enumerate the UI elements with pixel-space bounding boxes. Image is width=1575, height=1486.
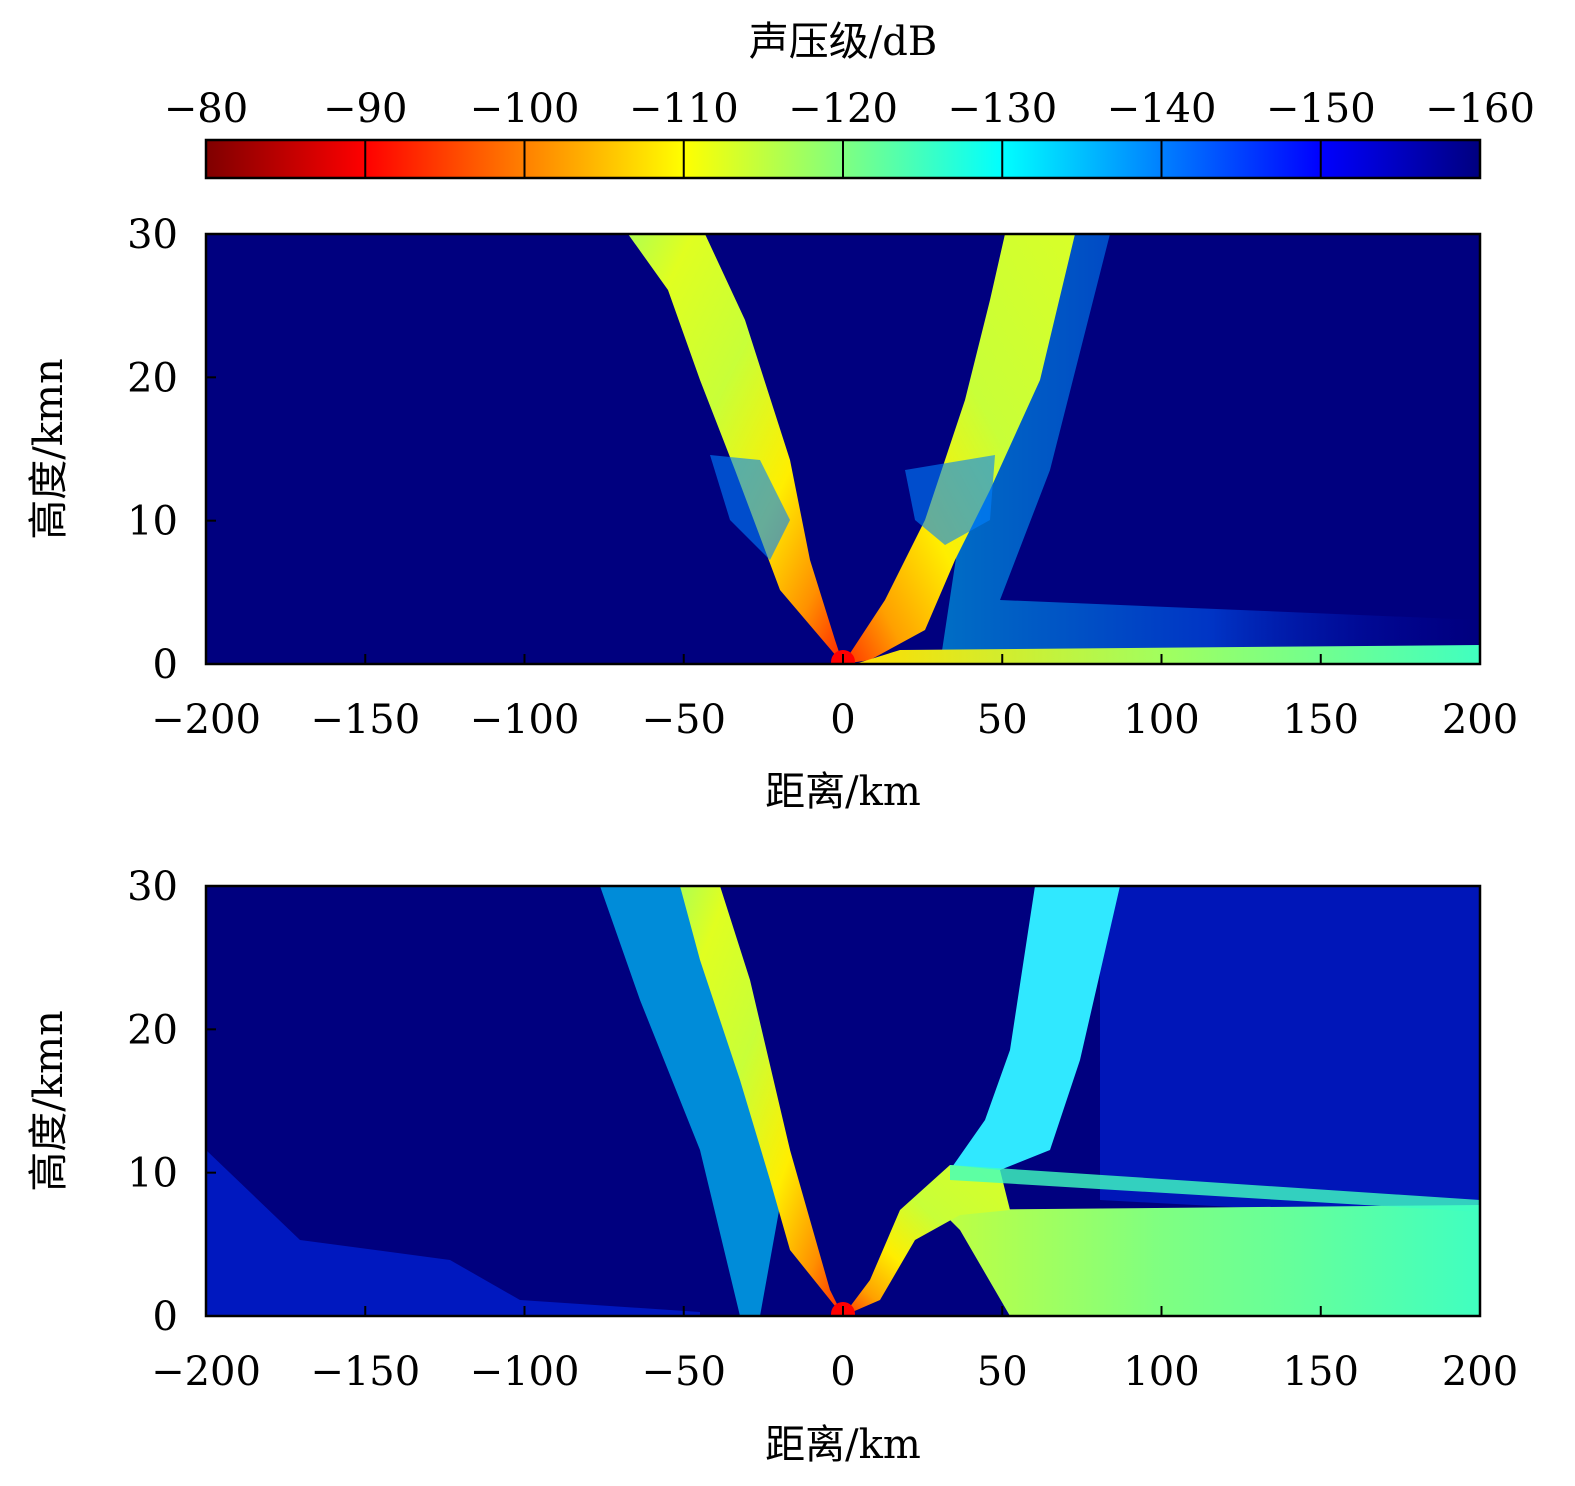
x-tick-label: −150 bbox=[310, 1349, 420, 1395]
y-tick-label: 20 bbox=[127, 1007, 178, 1053]
x-tick-label: −150 bbox=[310, 697, 420, 743]
beam-left-top bbox=[628, 234, 843, 664]
panel-top: −200 −150 −100 −50 0 50 100 150 200 0 10 20 30 距离/k… bbox=[26, 212, 1518, 815]
colorbar-tick-label: −100 bbox=[470, 86, 580, 132]
x-tick-label: 50 bbox=[977, 1349, 1028, 1395]
colorbar-frame bbox=[204, 138, 1482, 180]
y-tick-label: 0 bbox=[153, 1294, 178, 1340]
x-tick-label: 50 bbox=[977, 697, 1028, 743]
x-tick-label: −50 bbox=[642, 1349, 726, 1395]
x-tick-label: 100 bbox=[1123, 1349, 1199, 1395]
colorbar-tick-label: −130 bbox=[947, 86, 1057, 132]
y-tick-label: 0 bbox=[153, 642, 178, 688]
y-tick-label: 10 bbox=[127, 499, 178, 545]
y-axis-title-bottom: 高度/kmn bbox=[26, 1010, 72, 1191]
y-axis-title-top: 高度/kmn bbox=[26, 358, 72, 539]
beam-right-upper-bottom bbox=[950, 886, 1120, 1170]
x-tick-label: 0 bbox=[830, 697, 855, 743]
x-axis-title-bottom: 距离/km bbox=[765, 1422, 921, 1468]
x-axis-title-top: 距离/km bbox=[765, 769, 921, 815]
colorbar-title: 声压级/dB bbox=[749, 19, 937, 65]
duct-layer-bottom bbox=[940, 1205, 1480, 1316]
beam-right-top bbox=[843, 234, 1075, 664]
sidelobe-right-top bbox=[940, 234, 1480, 664]
colorbar-tick-label: −80 bbox=[164, 86, 248, 132]
x-tick-label: −200 bbox=[151, 1349, 261, 1395]
x-tick-label: −100 bbox=[470, 697, 580, 743]
x-tick-label: −200 bbox=[151, 697, 261, 743]
y-tick-label: 30 bbox=[127, 212, 178, 258]
heatmap-top bbox=[628, 234, 1480, 664]
x-tick-label: 200 bbox=[1442, 697, 1518, 743]
colorbar-ticks bbox=[364, 140, 1322, 178]
x-tick-label: 100 bbox=[1123, 697, 1199, 743]
x-tick-label: −100 bbox=[470, 1349, 580, 1395]
ground-wave-top bbox=[855, 645, 1480, 664]
colorbar: 声压级/dB −80 −90 −100 −110 −120 −130 −140 −150 −16… bbox=[164, 19, 1535, 180]
y-tick-label: 30 bbox=[127, 864, 178, 910]
colorbar-tick-label: −110 bbox=[629, 86, 739, 132]
x-axis-top: −200 −150 −100 −50 0 50 100 150 200 bbox=[151, 654, 1518, 743]
beam-left-bottom bbox=[680, 886, 843, 1316]
colorbar-tick-label: −150 bbox=[1266, 86, 1376, 132]
x-tick-label: 0 bbox=[830, 1349, 855, 1395]
x-tick-label: 150 bbox=[1283, 1349, 1359, 1395]
noise-left-bottom bbox=[206, 1150, 700, 1316]
interference-right-top bbox=[905, 455, 995, 545]
colorbar-tick-label: −120 bbox=[788, 86, 898, 132]
x-tick-label: 150 bbox=[1283, 697, 1359, 743]
interference-left-top bbox=[710, 455, 790, 560]
y-tick-label: 20 bbox=[127, 355, 178, 401]
plot-area-top bbox=[206, 234, 1480, 664]
duct-top-bottom bbox=[950, 1165, 1480, 1212]
panel-bottom: −200 −150 −100 −50 0 50 100 150 200 0 10 20 30 距离/k… bbox=[26, 864, 1518, 1468]
colorbar-tick-label: −160 bbox=[1425, 86, 1535, 132]
y-axis-top: 0 10 20 30 bbox=[127, 212, 216, 688]
colorbar-tick-label: −90 bbox=[323, 86, 407, 132]
y-axis-bottom: 0 10 20 30 bbox=[127, 864, 216, 1340]
colorbar-tick-label: −140 bbox=[1107, 86, 1217, 132]
x-tick-label: −50 bbox=[642, 697, 726, 743]
beam-right-bottom bbox=[843, 1165, 1010, 1316]
heatmap-bottom bbox=[206, 886, 1480, 1316]
x-axis-bottom: −200 −150 −100 −50 0 50 100 150 200 bbox=[151, 1306, 1518, 1395]
noise-right-bottom bbox=[1100, 886, 1480, 1220]
x-tick-label: 200 bbox=[1442, 1349, 1518, 1395]
colorbar-tick-labels: −80 −90 −100 −110 −120 −130 −140 −150 −160 bbox=[164, 86, 1535, 132]
y-tick-label: 10 bbox=[127, 1151, 178, 1197]
